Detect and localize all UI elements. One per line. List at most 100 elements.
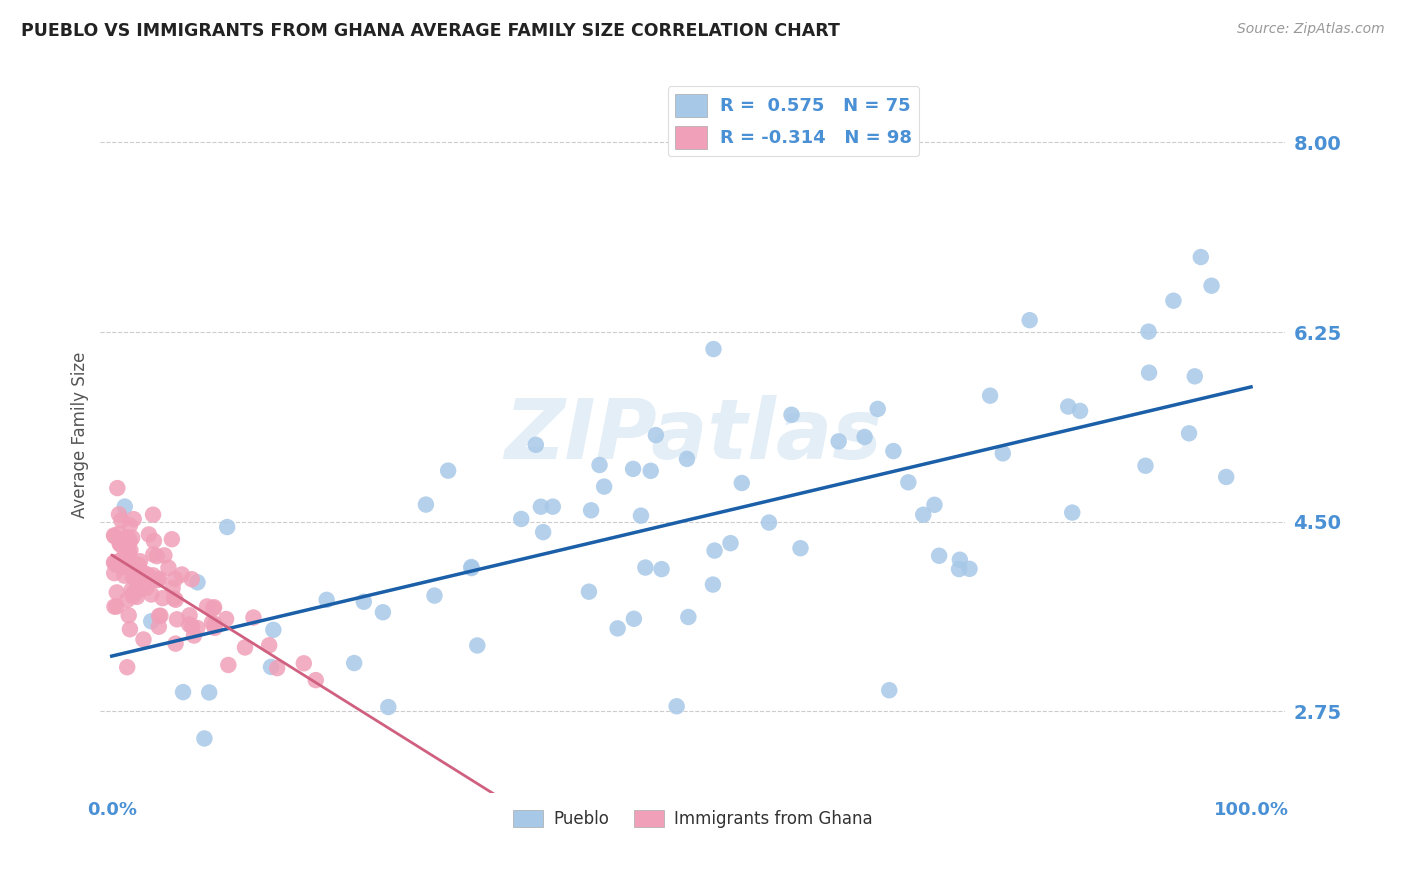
- Point: [195, 599, 218, 614]
- Point: [1137, 366, 1160, 380]
- Point: [148, 620, 170, 634]
- Point: [112, 568, 135, 582]
- Point: [437, 464, 460, 478]
- Point: [115, 532, 138, 546]
- Point: [1069, 404, 1091, 418]
- Point: [160, 533, 183, 547]
- Point: [630, 508, 652, 523]
- Point: [121, 582, 143, 597]
- Point: [949, 553, 972, 567]
- Point: [186, 575, 208, 590]
- Point: [114, 500, 136, 514]
- Point: [166, 612, 188, 626]
- Point: [866, 401, 889, 416]
- Point: [149, 608, 172, 623]
- Point: [142, 548, 165, 562]
- Point: [128, 568, 150, 582]
- Point: [621, 462, 644, 476]
- Point: [1189, 250, 1212, 264]
- Point: [579, 503, 602, 517]
- Point: [897, 475, 920, 490]
- Point: [105, 555, 128, 569]
- Point: [242, 610, 264, 624]
- Point: [703, 543, 725, 558]
- Point: [152, 591, 174, 606]
- Point: [134, 566, 156, 581]
- Point: [163, 591, 186, 606]
- Point: [132, 632, 155, 647]
- Point: [179, 617, 201, 632]
- Point: [105, 585, 128, 599]
- Point: [948, 562, 970, 576]
- Point: [260, 660, 283, 674]
- Point: [125, 584, 148, 599]
- Point: [129, 554, 152, 568]
- Text: ZIPatlas: ZIPatlas: [503, 394, 882, 475]
- Point: [111, 551, 134, 566]
- Point: [103, 556, 125, 570]
- Point: [165, 592, 187, 607]
- Point: [105, 558, 128, 572]
- Point: [128, 558, 150, 572]
- Point: [531, 525, 554, 540]
- Point: [257, 638, 280, 652]
- Point: [959, 562, 981, 576]
- Point: [979, 389, 1001, 403]
- Y-axis label: Average Family Size: Average Family Size: [72, 351, 89, 518]
- Point: [179, 608, 201, 623]
- Point: [266, 661, 288, 675]
- Point: [651, 562, 673, 576]
- Point: [215, 612, 238, 626]
- Point: [1201, 278, 1223, 293]
- Point: [122, 512, 145, 526]
- Point: [789, 541, 811, 556]
- Point: [118, 534, 141, 549]
- Point: [198, 685, 221, 699]
- Point: [146, 573, 169, 587]
- Point: [153, 549, 176, 563]
- Point: [180, 572, 202, 586]
- Point: [644, 428, 666, 442]
- Point: [103, 599, 125, 614]
- Point: [138, 570, 160, 584]
- Point: [103, 566, 125, 581]
- Point: [1163, 293, 1185, 308]
- Point: [170, 567, 193, 582]
- Point: [108, 535, 131, 549]
- Point: [423, 589, 446, 603]
- Point: [510, 512, 533, 526]
- Point: [1018, 313, 1040, 327]
- Point: [578, 584, 600, 599]
- Point: [142, 533, 165, 548]
- Point: [141, 587, 163, 601]
- Point: [149, 572, 172, 586]
- Point: [183, 628, 205, 642]
- Point: [181, 619, 204, 633]
- Point: [120, 543, 142, 558]
- Point: [121, 531, 143, 545]
- Point: [108, 508, 131, 522]
- Point: [593, 479, 616, 493]
- Point: [142, 568, 165, 582]
- Point: [115, 660, 138, 674]
- Point: [162, 581, 184, 595]
- Point: [924, 498, 946, 512]
- Point: [465, 639, 488, 653]
- Point: [124, 572, 146, 586]
- Point: [827, 434, 849, 449]
- Point: [623, 612, 645, 626]
- Point: [731, 475, 754, 490]
- Point: [524, 438, 547, 452]
- Point: [105, 599, 128, 614]
- Point: [634, 560, 657, 574]
- Point: [262, 623, 284, 637]
- Point: [1215, 470, 1237, 484]
- Point: [108, 526, 131, 541]
- Point: [415, 498, 437, 512]
- Point: [912, 508, 935, 522]
- Point: [138, 527, 160, 541]
- Point: [720, 536, 742, 550]
- Point: [110, 538, 132, 552]
- Point: [315, 592, 337, 607]
- Point: [134, 575, 156, 590]
